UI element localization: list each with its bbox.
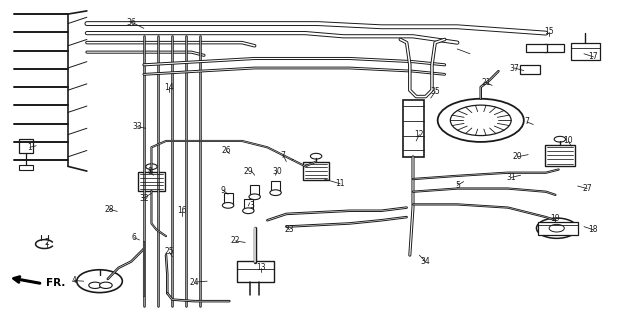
Text: 18: 18 bbox=[589, 225, 598, 234]
Text: 26: 26 bbox=[221, 146, 231, 155]
Text: 23: 23 bbox=[285, 225, 294, 234]
Bar bbox=[544, 145, 575, 165]
Text: 17: 17 bbox=[589, 52, 598, 61]
Text: 25: 25 bbox=[164, 247, 174, 257]
Text: 20: 20 bbox=[513, 152, 522, 161]
Text: 5: 5 bbox=[455, 181, 460, 190]
Bar bbox=[520, 66, 540, 74]
Circle shape bbox=[438, 99, 524, 142]
Text: 8: 8 bbox=[148, 167, 153, 176]
Circle shape bbox=[223, 203, 234, 208]
Text: 30: 30 bbox=[272, 167, 282, 176]
Text: 16: 16 bbox=[177, 206, 187, 215]
Text: 14: 14 bbox=[164, 83, 174, 92]
Text: 37: 37 bbox=[509, 63, 519, 73]
Text: 29: 29 bbox=[244, 167, 253, 176]
Text: 33: 33 bbox=[133, 122, 142, 131]
Circle shape bbox=[536, 218, 577, 238]
Text: 36: 36 bbox=[127, 18, 136, 27]
Text: 7: 7 bbox=[525, 117, 529, 126]
Text: 15: 15 bbox=[544, 27, 554, 36]
Bar bbox=[237, 261, 273, 283]
Text: 2: 2 bbox=[45, 238, 50, 247]
Circle shape bbox=[270, 190, 281, 196]
Circle shape bbox=[243, 208, 254, 214]
Text: 24: 24 bbox=[190, 278, 199, 287]
Circle shape bbox=[146, 164, 157, 170]
Bar bbox=[19, 165, 33, 171]
Circle shape bbox=[77, 270, 122, 292]
Text: 31: 31 bbox=[506, 173, 516, 182]
Bar bbox=[19, 140, 33, 153]
Bar bbox=[271, 180, 280, 193]
Text: 35: 35 bbox=[431, 87, 440, 96]
Circle shape bbox=[310, 153, 322, 159]
Text: 32: 32 bbox=[139, 194, 149, 203]
Text: 13: 13 bbox=[256, 263, 266, 272]
Text: 4: 4 bbox=[72, 276, 77, 285]
Bar bbox=[538, 222, 577, 235]
Circle shape bbox=[450, 105, 511, 136]
Bar bbox=[403, 100, 424, 157]
Text: 3: 3 bbox=[249, 202, 254, 211]
Text: 34: 34 bbox=[421, 257, 431, 266]
Text: 1: 1 bbox=[27, 143, 32, 152]
Text: 22: 22 bbox=[231, 236, 240, 245]
Text: 10: 10 bbox=[563, 136, 573, 146]
Text: 7: 7 bbox=[280, 151, 286, 160]
Text: 19: 19 bbox=[551, 214, 560, 223]
Circle shape bbox=[89, 282, 101, 288]
Text: 12: 12 bbox=[415, 130, 424, 139]
Circle shape bbox=[249, 194, 260, 200]
Bar bbox=[303, 162, 329, 180]
Text: 27: 27 bbox=[583, 184, 592, 193]
Text: FR.: FR. bbox=[46, 278, 65, 288]
Circle shape bbox=[554, 136, 565, 142]
Bar bbox=[224, 193, 233, 205]
Text: 11: 11 bbox=[335, 179, 345, 188]
Circle shape bbox=[100, 282, 112, 288]
Bar bbox=[244, 199, 252, 211]
Bar bbox=[544, 44, 564, 52]
Circle shape bbox=[549, 224, 564, 232]
Bar bbox=[571, 43, 600, 60]
Text: 21: 21 bbox=[481, 78, 490, 87]
Text: 28: 28 bbox=[104, 205, 114, 214]
Text: 6: 6 bbox=[132, 233, 137, 242]
Bar bbox=[138, 172, 165, 191]
Bar bbox=[250, 185, 259, 197]
Text: 9: 9 bbox=[221, 186, 225, 195]
Bar bbox=[527, 44, 546, 52]
